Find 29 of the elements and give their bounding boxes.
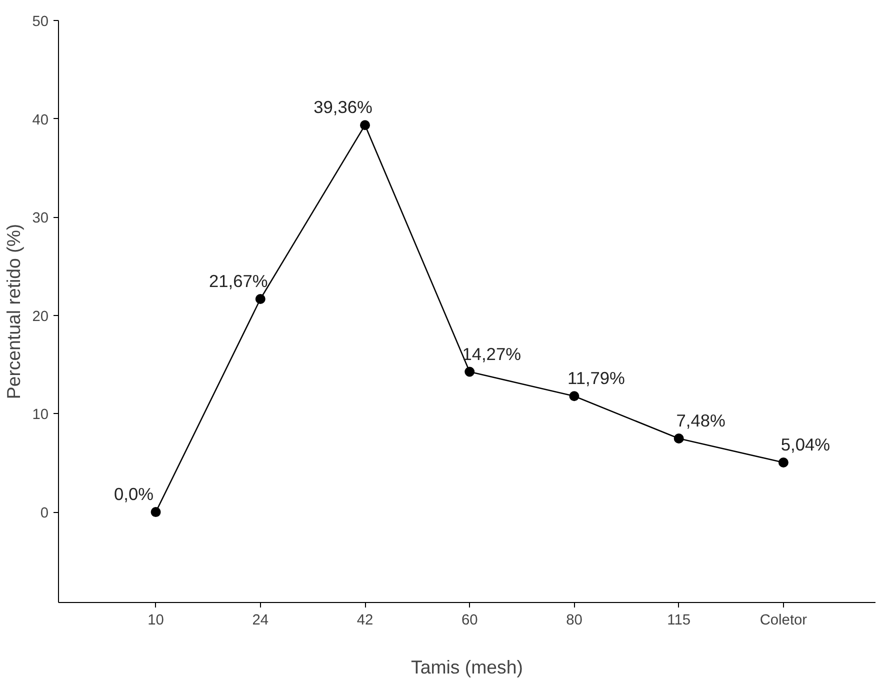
point	[778, 458, 788, 468]
point	[150, 507, 161, 518]
x-tick-label: 60	[461, 612, 478, 628]
y-tick-label: 0	[40, 506, 49, 522]
text: 14,27%	[462, 344, 522, 364]
x-tick-label: Coletor	[760, 612, 808, 628]
y-tick-label: 10	[32, 407, 49, 424]
point	[674, 434, 684, 444]
x-tick-label: 80	[566, 612, 582, 628]
point	[569, 391, 580, 402]
x-tick-label: 42	[356, 612, 374, 628]
x-tick-label: 115	[667, 612, 691, 628]
text: 7,48%	[676, 410, 726, 431]
point	[255, 294, 266, 304]
text: 5,04%	[780, 434, 830, 455]
text: 11,79%	[567, 368, 625, 388]
x-axis-title: Tamis (mesh)	[411, 656, 523, 678]
text: 0,0%	[114, 484, 154, 504]
y-tick-label: 30	[32, 210, 49, 227]
y-axis-title: Percentual retido (%)	[3, 224, 24, 400]
y-tick-label: 40	[32, 112, 49, 128]
text: 39,36%	[314, 97, 372, 118]
x-tick-label: 24	[252, 612, 269, 628]
point	[360, 120, 370, 130]
x-tick-label: 10	[148, 612, 164, 628]
y-tick-label: 20	[32, 308, 49, 325]
point	[464, 366, 475, 377]
text: 21,67%	[209, 271, 268, 292]
y-tick-label: 50	[32, 14, 49, 30]
